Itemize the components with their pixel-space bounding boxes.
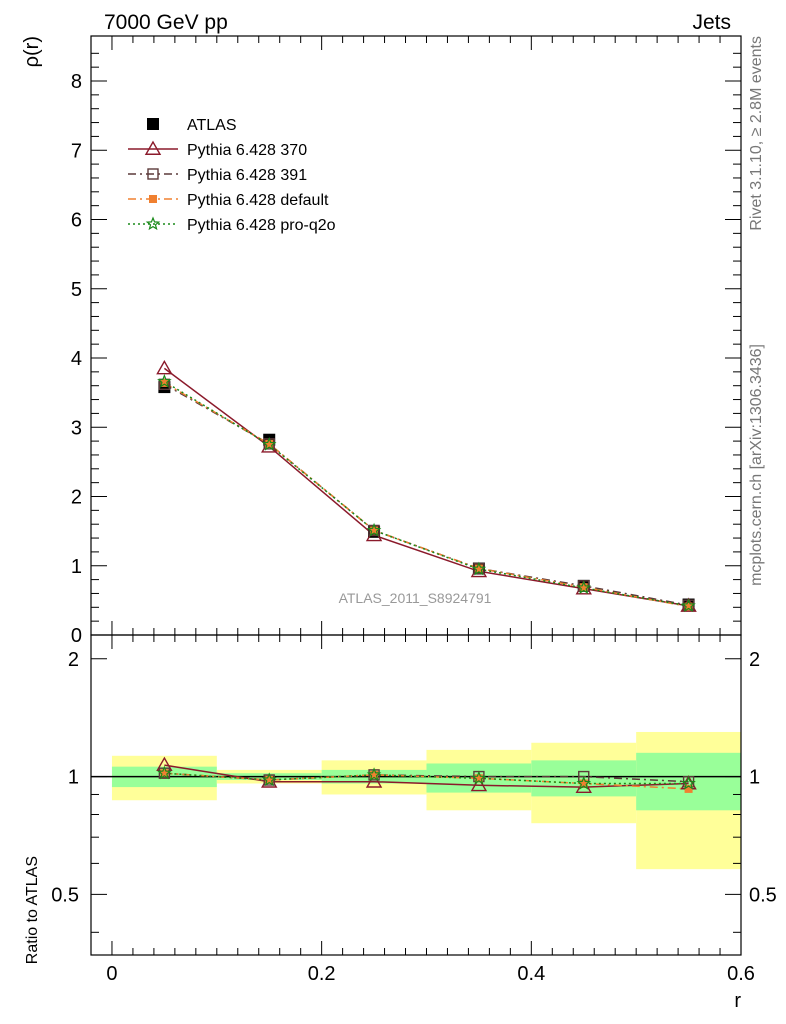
main-point-pythia-6-428-pro-q2o xyxy=(681,598,696,613)
ratio-point-pythia-6-428-pro-q2o xyxy=(261,772,277,787)
main-panel: 0 1 2 3 4 5 6 7 8 ATLAS_2011_S8924791 ρ(r) xyxy=(21,35,742,647)
ratio-y-tick-label-right: 1 xyxy=(749,767,760,789)
ratio-y-axis-title: Ratio to ATLAS xyxy=(24,856,41,964)
main-line-pythia-6-428-default xyxy=(164,382,689,608)
legend-marker-pythia-6-428-pro-q2o xyxy=(145,216,161,231)
legend-marker-pythia-6-428-370 xyxy=(144,140,162,155)
ratio-point-pythia-6-428-pro-q2o xyxy=(366,767,382,782)
ratio-point-pythia-6-428-default xyxy=(160,769,169,778)
analysis-label: ATLAS_2011_S8924791 xyxy=(339,590,492,606)
main-axis-ticks: 0 1 2 3 4 5 6 7 8 xyxy=(71,36,742,647)
ratio-point-pythia-6-428-pro-q2o xyxy=(471,770,487,785)
main-y-tick-label: 6 xyxy=(71,210,82,232)
ratio-series-markers xyxy=(156,756,697,794)
main-series-lines xyxy=(163,367,689,608)
main-point-pythia-6-428-pro-q2o xyxy=(157,373,172,388)
ratio-axis-ticks: 0.5 0.5 1 1 2 2 0 0.2 0.4 0.6 xyxy=(51,635,777,985)
main-point-pythia-6-428-default xyxy=(265,439,274,448)
main-y-tick-label: 7 xyxy=(71,140,82,162)
ratio-point-pythia-6-428-pro-q2o xyxy=(157,765,172,780)
main-y-tick-label: 2 xyxy=(71,487,82,509)
ratio-point-pythia-6-428-default xyxy=(579,779,588,788)
legend-label-pythia-6-428-default: Pythia 6.428 default xyxy=(187,192,329,209)
ratio-line-pythia-6-428-default xyxy=(164,772,689,790)
ratio-point-pythia-6-428-default xyxy=(265,775,274,784)
main-y-tick-label: 1 xyxy=(71,556,82,578)
main-point-pythia-6-428-pro-q2o xyxy=(366,522,382,537)
legend-label-pythia-6-428-pro-q2o: Pythia 6.428 pro-q2o xyxy=(187,217,336,234)
ratio-y-tick-label-right: 2 xyxy=(749,649,760,671)
x-tick-label: 0 xyxy=(106,963,117,985)
main-line-pythia-6-428-391 xyxy=(164,383,689,606)
main-y-tick-label: 5 xyxy=(71,279,82,301)
legend-label-atlas: ATLAS xyxy=(187,117,237,134)
legend-marker-pythia-6-428-default xyxy=(149,195,157,203)
main-y-tick-label: 0 xyxy=(71,625,82,647)
main-point-pythia-6-428-370 xyxy=(156,359,173,375)
main-y-tick-label: 8 xyxy=(71,71,82,93)
header-left-title: 7000 GeV pp xyxy=(104,11,228,34)
legend-marker-pythia-6-428-391 xyxy=(147,168,159,180)
main-point-pythia-6-428-pro-q2o xyxy=(471,561,487,576)
main-line-pythia-6-428-370 xyxy=(163,367,689,607)
x-tick-label: 0.6 xyxy=(727,963,755,985)
main-point-pythia-6-428-default xyxy=(579,583,588,592)
main-y-axis-title: ρ(r) xyxy=(21,36,43,67)
main-y-tick-label: 4 xyxy=(71,348,82,370)
ratio-frame xyxy=(90,634,742,956)
main-y-tick-label: 3 xyxy=(71,417,82,439)
ratio-y-tick-label-right: 0.5 xyxy=(749,884,777,906)
x-tick-label: 0.4 xyxy=(517,963,545,985)
legend-label-pythia-6-428-391: Pythia 6.428 391 xyxy=(187,167,307,184)
ratio-point-pythia-6-428-default xyxy=(474,774,483,783)
legend: ATLAS Pythia 6.428 370 Pythia 6.428 391 Pyt… xyxy=(128,117,336,234)
x-axis-title: r xyxy=(734,990,741,1012)
main-point-pythia-6-428-pro-q2o xyxy=(261,436,277,451)
legend-marker-atlas xyxy=(147,118,159,130)
main-point-pythia-6-428-default xyxy=(684,602,693,611)
main-point-pythia-6-428-pro-q2o xyxy=(576,580,592,595)
header-right-title: Jets xyxy=(692,11,731,34)
ratio-point-pythia-6-428-pro-q2o xyxy=(681,775,696,790)
ratio-line-pythia-6-428-370 xyxy=(164,764,689,788)
ratio-point-pythia-6-428-370 xyxy=(470,776,488,792)
ratio-line-pythia-6-428-391 xyxy=(164,772,689,783)
main-line-pythia-6-428-pro-q2o xyxy=(164,380,689,607)
main-series-markers xyxy=(156,359,697,613)
main-point-pythia-6-428-default xyxy=(160,378,169,387)
legend-label-pythia-6-428-370: Pythia 6.428 370 xyxy=(187,142,307,159)
x-tick-label: 0.2 xyxy=(308,963,336,985)
ratio-series-lines xyxy=(164,764,689,790)
ratio-panel: 0.5 0.5 1 1 2 2 0 0.2 0.4 0.6 Ratio to ATLAS r xyxy=(24,634,777,1012)
main-point-pythia-6-428-default xyxy=(370,526,379,535)
ratio-point-pythia-6-428-default xyxy=(684,784,693,793)
ratio-point-pythia-6-428-370 xyxy=(365,773,383,788)
ratio-y-tick-label-left: 1 xyxy=(68,767,79,789)
ratio-point-pythia-6-428-default xyxy=(370,770,379,779)
mcplots-label: mcplots.cern.ch [arXiv:1306.3436] xyxy=(748,344,765,586)
rivet-version-label: Rivet 3.1.10, ≥ 2.8M events xyxy=(748,36,765,231)
ratio-uncertainty-bands xyxy=(111,731,741,870)
main-point-pythia-6-428-default xyxy=(474,564,483,573)
ratio-point-pythia-6-428-pro-q2o xyxy=(576,775,592,790)
ratio-y-tick-label-left: 2 xyxy=(68,649,79,671)
ratio-y-tick-label-left: 0.5 xyxy=(51,884,79,906)
